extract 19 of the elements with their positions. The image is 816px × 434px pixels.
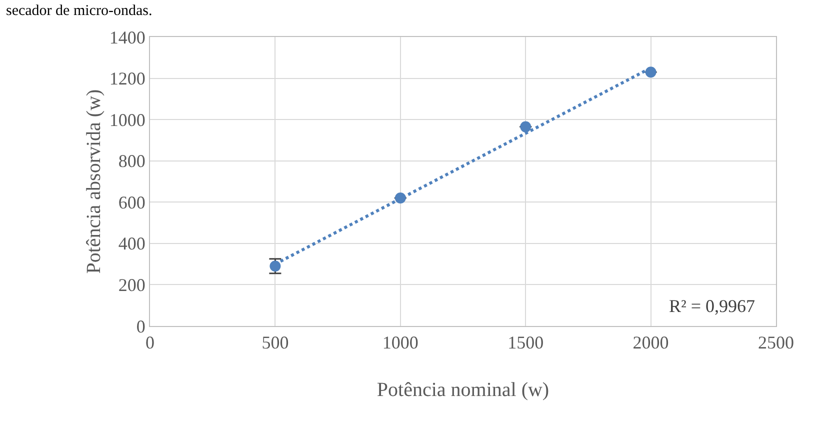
y-tick-label: 200 [118,275,146,296]
x-tick-label: 500 [262,332,289,353]
text: secador de micro-ondas. [6,3,152,19]
y-tick-label: 0 [136,316,146,336]
x-tick-label: 1000 [382,332,418,353]
x-tick-label: 2000 [632,332,669,353]
y-tick-label: 1200 [109,68,146,89]
x-tick-label: 1500 [508,332,544,353]
annotation: R² = 0,9967 [669,296,756,316]
point [520,121,532,132]
point [645,66,656,78]
y-axis-title: Potência absorvida (w) [83,89,105,274]
y-tick-label: 800 [118,151,146,172]
x-tick-label: 2500 [758,332,794,353]
y-tick-label: 600 [118,192,146,212]
y-tick-label: 400 [118,234,146,254]
x-axis-title: Potência nominal (w) [376,379,550,401]
y-tick-label: 1400 [109,27,146,48]
y-tick-label: 1000 [109,110,146,130]
